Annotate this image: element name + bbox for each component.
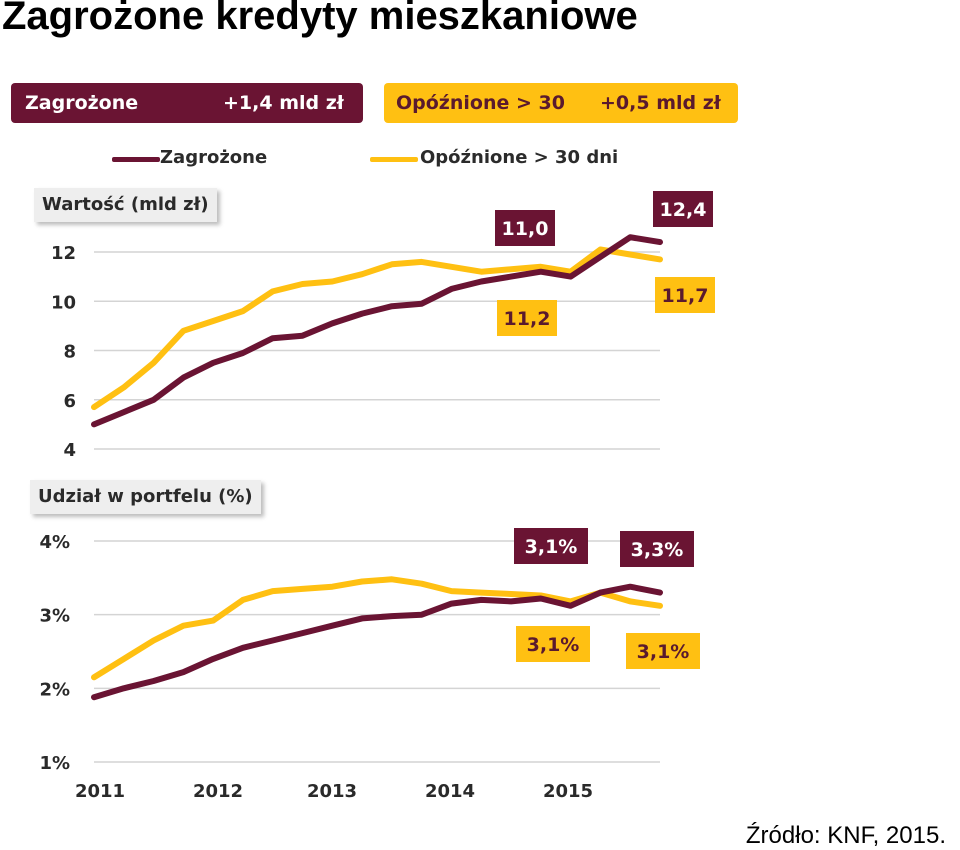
x-tick-label: 2011 — [75, 781, 125, 802]
y-tick-label: 12 — [51, 243, 76, 264]
callout-box — [495, 210, 555, 246]
y-tick-label: 2% — [39, 679, 70, 700]
callout-label: 3,1% — [525, 536, 578, 558]
source-note: Źródło: KNF, 2015. — [745, 822, 946, 849]
header-box-change: +1,4 mld zł — [223, 92, 344, 114]
series-line-opoznione — [91, 576, 663, 681]
x-tick-label: 2014 — [425, 781, 475, 802]
callout-box — [497, 300, 557, 336]
callout-label: 3,1% — [527, 634, 580, 656]
y-tick-label: 1% — [39, 753, 70, 774]
legend-swatch-zagrozone — [112, 157, 160, 162]
y-tick-label: 6 — [63, 391, 76, 412]
panel-label-share: Udział w portfelu (%) — [30, 480, 261, 514]
page-title: Zagrożone kredyty mieszkaniowe — [2, 0, 638, 38]
header-box-change: +0,5 mld zł — [600, 92, 721, 114]
y-tick-label: 8 — [63, 342, 76, 363]
callout-box — [516, 626, 590, 662]
y-tick-label: 10 — [51, 292, 76, 313]
x-tick-label: 2012 — [193, 781, 243, 802]
callout-box — [626, 633, 700, 669]
callout-label: 3,3% — [631, 539, 684, 561]
callout-label: 11,2 — [504, 308, 551, 330]
y-tick-label: 4% — [39, 532, 70, 553]
y-tick-label: 4 — [63, 440, 76, 461]
callout-label: 12,4 — [660, 199, 707, 221]
callout-box — [620, 531, 694, 567]
series-line-zagrozone — [91, 234, 663, 428]
header-box-opoznione: Opóźnione > 30 +0,5 mld zł — [384, 83, 738, 123]
series-line-zagrozone — [91, 583, 663, 701]
panel-label-value: Wartość (mld zł) — [34, 188, 217, 222]
callout-box — [514, 528, 588, 564]
callout-label: 11,7 — [662, 285, 709, 307]
series-line-opoznione — [91, 246, 663, 411]
x-tick-label: 2015 — [543, 781, 593, 802]
callout-box — [653, 191, 713, 227]
y-tick-label: 3% — [39, 606, 70, 627]
legend: Zagrożone Opóźnione > 30 dni — [0, 147, 960, 171]
callout-box — [655, 277, 715, 313]
legend-swatch-opoznione — [370, 157, 418, 162]
callout-label: 11,0 — [502, 218, 549, 240]
header-box-label: Zagrożone — [25, 92, 139, 114]
header-box-zagrozone: Zagrożone +1,4 mld zł — [11, 83, 363, 123]
callout-label: 3,1% — [637, 641, 690, 663]
header-box-label: Opóźnione > 30 — [396, 92, 565, 114]
x-tick-label: 2013 — [307, 781, 357, 802]
legend-label-zagrozone: Zagrożone — [160, 147, 268, 168]
legend-label-opoznione: Opóźnione > 30 dni — [420, 147, 619, 168]
